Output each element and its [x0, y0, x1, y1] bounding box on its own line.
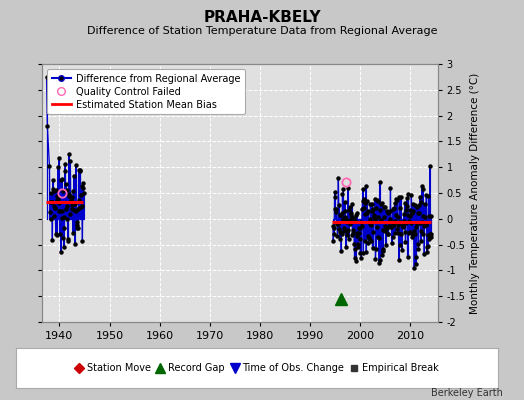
Legend: Station Move, Record Gap, Time of Obs. Change, Empirical Break: Station Move, Record Gap, Time of Obs. C… — [71, 359, 442, 377]
Text: Difference of Station Temperature Data from Regional Average: Difference of Station Temperature Data f… — [87, 26, 437, 36]
Text: Berkeley Earth: Berkeley Earth — [431, 388, 503, 398]
Y-axis label: Monthly Temperature Anomaly Difference (°C): Monthly Temperature Anomaly Difference (… — [470, 72, 479, 314]
Legend: Difference from Regional Average, Quality Control Failed, Estimated Station Mean: Difference from Regional Average, Qualit… — [47, 69, 245, 114]
Text: PRAHA-KBELY: PRAHA-KBELY — [203, 10, 321, 25]
